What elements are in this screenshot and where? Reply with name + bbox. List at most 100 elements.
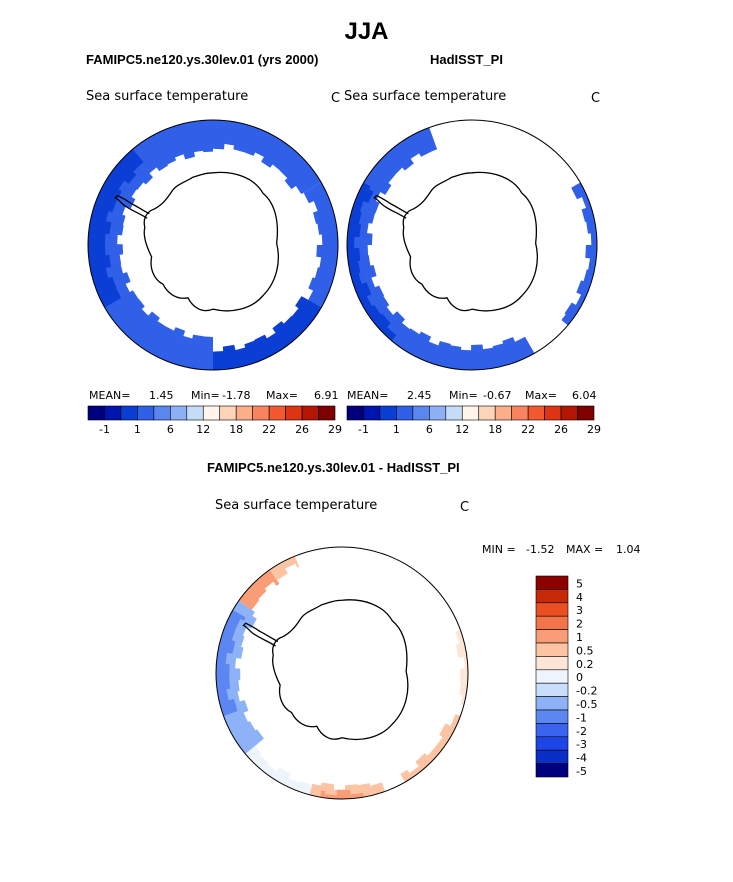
diff-colorbar-swatch (535, 656, 569, 671)
obs-min-value: -0.67 (483, 389, 512, 402)
model-min-label: Min= (191, 389, 220, 402)
sst-cell (357, 295, 373, 313)
model-colorbar-swatch (87, 405, 105, 421)
sst-cell (186, 120, 204, 153)
sst-cell (172, 335, 194, 370)
diff-max-value: 1.04 (616, 543, 641, 556)
sst-cell (292, 554, 300, 568)
sst-cell (308, 277, 334, 298)
observed-colorbar-tick-label: 12 (455, 423, 469, 436)
sst-cell (102, 290, 139, 320)
sst-cell (117, 308, 149, 340)
model-colorbar-tick-label: 6 (167, 423, 174, 436)
diff-colorbar-swatch (535, 723, 569, 738)
diff-units: C (460, 500, 470, 515)
model-colorbar-swatch (301, 405, 319, 421)
model-units: C (331, 91, 341, 106)
diff-colorbar-swatch (535, 763, 569, 778)
obs-units: C (591, 91, 601, 106)
diff-plot-title: Sea surface temperature (215, 498, 378, 513)
sst-cell (88, 230, 106, 245)
observed-colorbar-tick-label: 6 (426, 423, 433, 436)
diff-colorbar-swatch (535, 669, 569, 684)
sst-cell (235, 729, 264, 756)
diff-min-label: MIN = (482, 543, 516, 556)
sst-cell (261, 135, 289, 168)
sst-cell (128, 141, 158, 174)
diff-colorbar-level-label: -4 (576, 752, 587, 765)
model-colorbar-swatch (252, 405, 270, 421)
observed-colorbar-swatch (560, 405, 578, 421)
antarctica-outline (114, 171, 279, 312)
model-max-value: 6.91 (314, 389, 339, 402)
model-colorbar-swatch (235, 405, 253, 421)
model-mean-label: MEAN= (89, 389, 131, 402)
sst-cell (585, 245, 597, 260)
model-colorbar-swatch (268, 405, 286, 421)
sst-cell (233, 120, 254, 153)
observed-colorbar-swatch (363, 405, 381, 421)
sst-cell (282, 777, 300, 793)
map-boundary (215, 546, 469, 800)
model-plot-title: Sea surface temperature (86, 89, 249, 104)
sst-cell (408, 765, 425, 780)
model-colorbar-swatch (318, 405, 336, 421)
model-colorbar-tick-label: 1 (134, 423, 141, 436)
model-max-label: Max= (266, 389, 298, 402)
sst-cell (216, 676, 231, 691)
sst-cell (228, 721, 256, 745)
model-colorbar-swatch (202, 405, 221, 421)
diff-panel-heading: FAMIPC5.ne120.ys.30lev.01 - HadISST_PI (207, 460, 460, 475)
sst-cell (420, 125, 438, 152)
sst-cell (160, 327, 186, 366)
sst-cell (407, 331, 432, 361)
obs-min-label: Min= (449, 389, 478, 402)
map-boundary (346, 119, 598, 371)
observed-colorbar-swatch (527, 405, 545, 421)
sst-cell (88, 243, 106, 259)
sst-cell (148, 326, 175, 361)
sst-cell (213, 120, 228, 150)
model-colorbar-tick-label: 22 (262, 423, 276, 436)
observed-colorbar-tick-label: 29 (587, 423, 601, 436)
sst-cell (319, 256, 338, 273)
sst-cell (419, 341, 440, 366)
diff-colorbar-swatch (535, 629, 569, 644)
diff-colorbar-swatch (535, 696, 569, 711)
sst-cell (279, 554, 297, 569)
sst-cell (502, 337, 524, 367)
diff-colorbar-swatch (535, 602, 569, 617)
diff-colorbar-level-label: 5 (576, 577, 583, 590)
observed-map (346, 119, 598, 371)
observed-colorbar: -1 1 6 12 18 22 26 29 (346, 405, 601, 436)
sst-cell (347, 221, 361, 238)
difference-map (215, 546, 469, 800)
model-colorbar-swatch (170, 405, 188, 421)
model-colorbar-swatch (219, 405, 237, 421)
sst-cell (173, 120, 195, 160)
observed-colorbar-swatch (445, 405, 463, 421)
model-colorbar-swatch (285, 405, 303, 421)
observed-colorbar-swatch (478, 405, 496, 421)
observed-colorbar-swatch (577, 405, 595, 421)
obs-mean-label: MEAN= (347, 389, 389, 402)
sst-cell (463, 655, 468, 670)
sst-cell (149, 128, 177, 165)
sst-cell (295, 296, 323, 321)
sst-cell (88, 255, 111, 272)
antarctica-outline (373, 171, 538, 312)
observed-colorbar-swatch (396, 405, 414, 421)
sst-cell (284, 160, 317, 190)
sst-cell (431, 341, 451, 370)
diff-min-value: -1.52 (526, 543, 555, 556)
diff-colorbar-level-label: 1 (576, 631, 583, 644)
sst-cell (234, 347, 253, 370)
model-colorbar-swatch (120, 405, 138, 421)
diff-colorbar-swatch (535, 575, 569, 590)
sst-cell (265, 568, 280, 586)
diff-colorbar-swatch (535, 615, 569, 630)
model-colorbar-swatch (104, 405, 122, 421)
observed-colorbar-swatch (544, 405, 562, 421)
observed-colorbar-swatch (379, 405, 397, 421)
